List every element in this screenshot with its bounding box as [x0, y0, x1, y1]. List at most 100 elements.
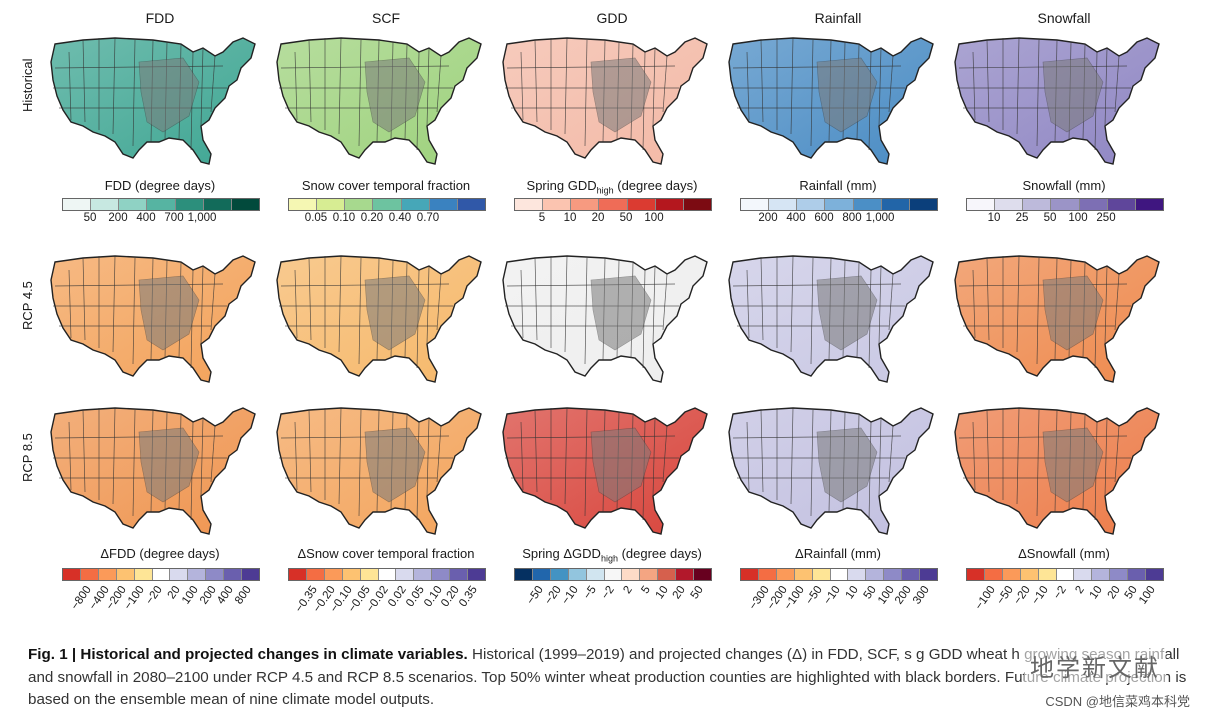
tick-label: 0.35 — [457, 584, 481, 610]
tick-label: 100 — [179, 584, 201, 607]
tick-label: 800 — [233, 584, 255, 607]
tick-label: 0.70 — [416, 212, 440, 224]
delta-colorbar-2 — [514, 568, 712, 581]
map-svg — [954, 255, 1160, 383]
tick-label: −10 — [1030, 584, 1052, 607]
tick-label: −2 — [599, 584, 617, 602]
tick-label: 10 — [987, 212, 1001, 224]
row-label-1: RCP 4.5 — [20, 281, 35, 330]
us-map-r0-c4 — [944, 22, 1170, 172]
map-svg — [954, 37, 1160, 165]
map-svg — [276, 407, 482, 535]
tick-label: −5 — [581, 584, 600, 602]
us-map-r2-c4 — [944, 392, 1170, 542]
tick-label: 0.20 — [439, 584, 463, 610]
tick-label: 50 — [83, 212, 97, 224]
delta-legend-title-0: ΔFDD (degree days) — [100, 546, 220, 561]
hist-colorbar-3 — [740, 198, 938, 211]
tick-label: 100 — [1068, 212, 1088, 224]
tick-label: −20 — [143, 584, 165, 607]
us-map-r2-c2 — [492, 392, 718, 542]
tick-label: −2 — [1051, 584, 1069, 602]
watermark-credit: CSDN @地信菜鸡本科党 — [1039, 690, 1196, 711]
tick-label: 0.02 — [386, 584, 409, 610]
tick-label: −100 — [972, 584, 998, 613]
tick-label: 2 — [1073, 584, 1087, 597]
delta-colorbar-0 — [62, 568, 260, 581]
tick-label: 0.20 — [360, 212, 384, 224]
tick-label: −20 — [542, 584, 564, 607]
us-map-r1-c4 — [944, 240, 1170, 390]
us-map-r0-c3 — [718, 22, 944, 172]
tick-label: 10 — [843, 584, 861, 602]
hist-legend-title-2: Spring GDDhigh (degree days) — [526, 178, 698, 196]
tick-label: 5 — [639, 584, 653, 597]
tick-label: 400 — [215, 584, 237, 607]
figure-caption: Fig. 1 | Historical and projected change… — [28, 644, 1188, 712]
delta-colorbar-4 — [966, 568, 1164, 581]
map-svg — [728, 37, 934, 165]
hist-legend-title-0: FDD (degree days) — [104, 178, 216, 193]
map-svg — [502, 255, 708, 383]
tick-label: 200 — [197, 584, 219, 607]
hist-legend-title-3: Rainfall (mm) — [799, 178, 877, 193]
delta-legend-title-2: Spring ΔGDDhigh (degree days) — [522, 546, 702, 564]
column-title-3: Rainfall — [814, 10, 862, 26]
tick-label: 200 — [893, 584, 915, 607]
tick-label: 1,000 — [187, 212, 217, 224]
us-map-r2-c0 — [40, 392, 266, 542]
caption-label: Fig. 1 | Historical and projected change… — [28, 646, 468, 663]
tick-label: 50 — [619, 212, 633, 224]
us-map-r1-c2 — [492, 240, 718, 390]
tick-label: 600 — [814, 212, 834, 224]
tick-label: 200 — [758, 212, 778, 224]
tick-label: 1,000 — [865, 212, 895, 224]
hist-colorbar-1 — [288, 198, 486, 211]
us-map-r1-c0 — [40, 240, 266, 390]
tick-label: 50 — [688, 584, 707, 602]
hist-legend-title-1: Snow cover temporal fraction — [301, 178, 471, 193]
tick-label: 10 — [653, 584, 671, 602]
caption-text: Historical (1999–2019) and projected cha… — [28, 646, 1187, 708]
tick-label: 100 — [1137, 584, 1159, 607]
delta-colorbar-1 — [288, 568, 486, 581]
us-map-r2-c3 — [718, 392, 944, 542]
tick-label: 0.05 — [304, 212, 328, 224]
tick-label: 100 — [875, 584, 897, 607]
column-title-2: GDD — [596, 10, 628, 26]
delta-legend-title-1: ΔSnow cover temporal fraction — [297, 546, 475, 561]
tick-label: 0.10 — [332, 212, 356, 224]
map-svg — [276, 37, 482, 165]
hist-legend-title-4: Snowfall (mm) — [1022, 178, 1106, 193]
column-title-4: Snowfall — [1037, 10, 1091, 26]
delta-colorbar-3 — [740, 568, 938, 581]
tick-label: 10 — [1087, 584, 1105, 602]
tick-label: 200 — [108, 212, 128, 224]
tick-label: −20 — [1012, 584, 1034, 607]
hist-colorbar-4 — [966, 198, 1164, 211]
map-svg — [50, 255, 256, 383]
row-label-0: Historical — [20, 58, 35, 112]
tick-label: 20 — [591, 212, 605, 224]
delta-legend-title-3: ΔRainfall (mm) — [795, 546, 881, 561]
map-svg — [728, 255, 934, 383]
tick-label: 300 — [911, 584, 933, 607]
tick-label: −10 — [560, 584, 582, 607]
us-map-r0-c1 — [266, 22, 492, 172]
tick-label: 400 — [786, 212, 806, 224]
tick-label: 50 — [1043, 212, 1057, 224]
hist-colorbar-0 — [62, 198, 260, 211]
column-title-0: FDD — [145, 10, 175, 26]
hist-colorbar-2 — [514, 198, 712, 211]
tick-label: 100 — [644, 212, 664, 224]
tick-label: 20 — [671, 584, 689, 602]
tick-label: 10 — [563, 212, 577, 224]
column-title-1: SCF — [372, 10, 400, 26]
map-svg — [502, 37, 708, 165]
tick-label: −10 — [821, 584, 843, 607]
us-map-r1-c3 — [718, 240, 944, 390]
tick-label: −50 — [524, 584, 546, 607]
watermark-logo: 地学新文献 — [1024, 648, 1166, 683]
tick-label: 0.10 — [421, 584, 445, 610]
tick-label: −50 — [804, 584, 826, 607]
